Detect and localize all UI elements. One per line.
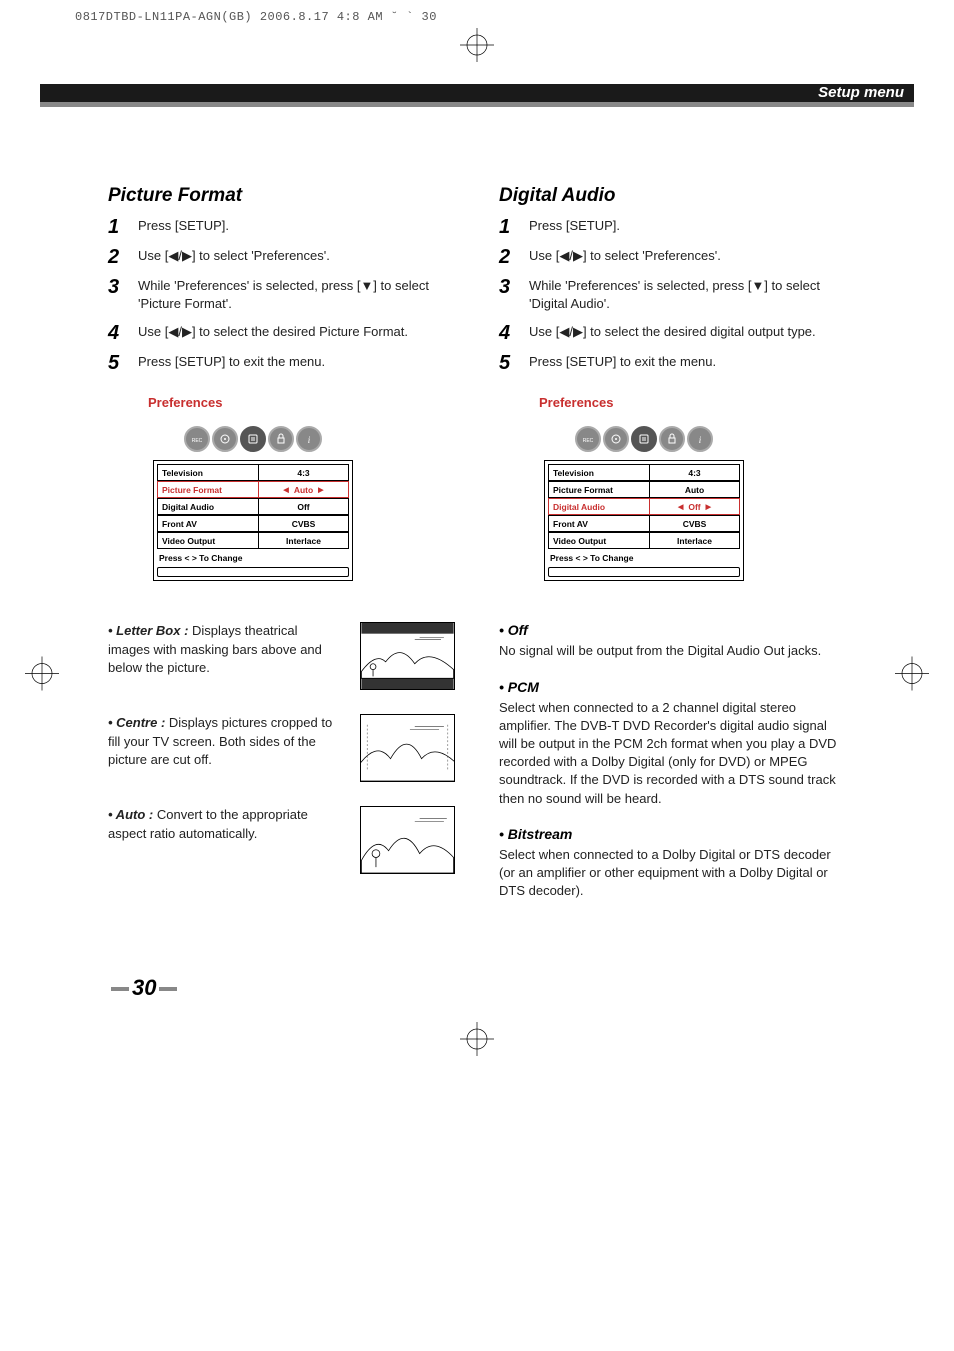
prefs-row-value: Interlace <box>650 532 740 549</box>
tab-icon-rec: REC <box>575 426 601 452</box>
prefs-row-value: ◀Off▶ <box>650 498 740 515</box>
step-text: Use [◀/▶] to select the desired digital … <box>529 323 846 341</box>
svg-text:i: i <box>308 435 311 445</box>
prefs-row-value: CVBS <box>259 515 349 532</box>
bullet-text: • Auto : Convert to the appropriate aspe… <box>108 806 342 842</box>
tab-icon-rec: REC <box>184 426 210 452</box>
step-text: Use [◀/▶] to select 'Preferences'. <box>138 247 455 265</box>
step-text: Press [SETUP]. <box>138 217 455 235</box>
step-number: 2 <box>499 247 515 267</box>
tab-icon-lock <box>659 426 685 452</box>
step-number: 3 <box>499 277 515 297</box>
step-text: While 'Preferences' is selected, press [… <box>529 277 846 313</box>
prefs-row-label: Digital Audio <box>548 498 650 515</box>
prefs-row-label: Television <box>157 464 259 481</box>
prefs-row-label: Television <box>548 464 650 481</box>
prefs-row-value: Off <box>259 498 349 515</box>
left-arrow-icon: ◀ <box>678 503 683 511</box>
right-prefs-panel: REC i Television4:3 Picture FormatAuto D… <box>539 416 749 586</box>
svg-text:i: i <box>699 435 702 445</box>
step-number: 3 <box>108 277 124 297</box>
prefs-row-label: Picture Format <box>548 481 650 498</box>
print-header-line: 0817DTBD-LN11PA-AGN(GB) 2006.8.17 4:8 AM… <box>75 10 437 24</box>
prefs-row-label: Video Output <box>548 532 650 549</box>
prefs-footer-text: Press < > To Change <box>157 549 349 565</box>
prefs-row-value: 4:3 <box>259 464 349 481</box>
prefs-row-label: Video Output <box>157 532 259 549</box>
right-section-title: Digital Audio <box>499 185 846 207</box>
step-number: 5 <box>108 353 124 373</box>
step-text: Use [◀/▶] to select 'Preferences'. <box>529 247 846 265</box>
prefs-row-value: 4:3 <box>650 464 740 481</box>
prefs-tab-icons: REC i <box>544 421 744 457</box>
prefs-row-label: Front AV <box>548 515 650 532</box>
left-bullets: • Letter Box : Displays theatrical image… <box>108 622 455 874</box>
tab-icon-preferences <box>631 426 657 452</box>
tab-icon-info: i <box>296 426 322 452</box>
left-prefs-title: Preferences <box>148 395 455 410</box>
prefs-tab-icons: REC i <box>153 421 353 457</box>
tab-icon-preferences <box>240 426 266 452</box>
svg-text:REC: REC <box>583 438 594 444</box>
prefs-row-label: Picture Format <box>157 481 259 498</box>
right-arrow-icon: ▶ <box>706 503 711 511</box>
sub-title: • Bitstream <box>499 826 846 842</box>
left-column: Picture Format 1 Press [SETUP]. 2 Use [◀/▶… <box>108 185 455 918</box>
sub-text: Select when connected to a Dolby Digital… <box>499 846 846 901</box>
prefs-footer-bar <box>157 567 349 577</box>
prefs-footer-text: Press < > To Change <box>548 549 740 565</box>
prefs-row-value: Auto <box>650 481 740 498</box>
page-number: 30 <box>108 975 180 1001</box>
sub-text: No signal will be output from the Digita… <box>499 642 846 660</box>
right-bullets: • Off No signal will be output from the … <box>499 622 846 900</box>
left-arrow-icon: ◀ <box>283 486 288 494</box>
sub-title: • PCM <box>499 679 846 695</box>
prefs-row-value: CVBS <box>650 515 740 532</box>
step-number: 1 <box>108 217 124 237</box>
step-text: Press [SETUP]. <box>529 217 846 235</box>
right-prefs-title: Preferences <box>539 395 846 410</box>
step-text: While 'Preferences' is selected, press [… <box>138 277 455 313</box>
tab-icon-info: i <box>687 426 713 452</box>
letterbox-thumbnail <box>360 622 455 690</box>
step-number: 4 <box>108 323 124 343</box>
prefs-table: Television4:3 Picture FormatAuto Digital… <box>544 460 744 581</box>
right-arrow-icon: ▶ <box>318 486 323 494</box>
step-number: 1 <box>499 217 515 237</box>
right-steps-list: 1 Press [SETUP]. 2 Use [◀/▶] to select 'Pr… <box>499 217 846 373</box>
centre-thumbnail <box>360 714 455 782</box>
left-prefs-panel: REC i Television4:3 Picture Format◀Auto▶… <box>148 416 358 586</box>
step-number: 5 <box>499 353 515 373</box>
sub-text: Select when connected to a 2 channel dig… <box>499 699 846 808</box>
svg-text:REC: REC <box>192 438 203 444</box>
registration-mark-right <box>895 656 929 695</box>
step-text: Press [SETUP] to exit the menu. <box>138 353 455 371</box>
step-number: 4 <box>499 323 515 343</box>
tab-icon-lock <box>268 426 294 452</box>
prefs-row-label: Front AV <box>157 515 259 532</box>
prefs-row-value: ◀Auto▶ <box>259 481 349 498</box>
tab-icon-disc <box>212 426 238 452</box>
sub-title: • Off <box>499 622 846 638</box>
left-section-title: Picture Format <box>108 185 455 207</box>
left-steps-list: 1 Press [SETUP]. 2 Use [◀/▶] to select 'Pr… <box>108 217 455 373</box>
prefs-footer-bar <box>548 567 740 577</box>
prefs-row-value: Interlace <box>259 532 349 549</box>
bullet-text: • Centre : Displays pictures cropped to … <box>108 714 342 769</box>
auto-thumbnail <box>360 806 455 874</box>
section-header-bar: Setup menu <box>40 84 914 108</box>
registration-mark-bottom <box>460 1022 494 1061</box>
section-header-label: Setup menu <box>818 84 904 102</box>
tab-icon-disc <box>603 426 629 452</box>
prefs-row-label: Digital Audio <box>157 498 259 515</box>
registration-mark-left <box>25 656 59 695</box>
prefs-table: Television4:3 Picture Format◀Auto▶ Digit… <box>153 460 353 581</box>
bullet-text: • Letter Box : Displays theatrical image… <box>108 622 342 677</box>
registration-mark-top <box>460 28 494 67</box>
step-number: 2 <box>108 247 124 267</box>
step-text: Use [◀/▶] to select the desired Picture … <box>138 323 455 341</box>
right-column: Digital Audio 1 Press [SETUP]. 2 Use [◀/▶]… <box>499 185 846 918</box>
step-text: Press [SETUP] to exit the menu. <box>529 353 846 371</box>
